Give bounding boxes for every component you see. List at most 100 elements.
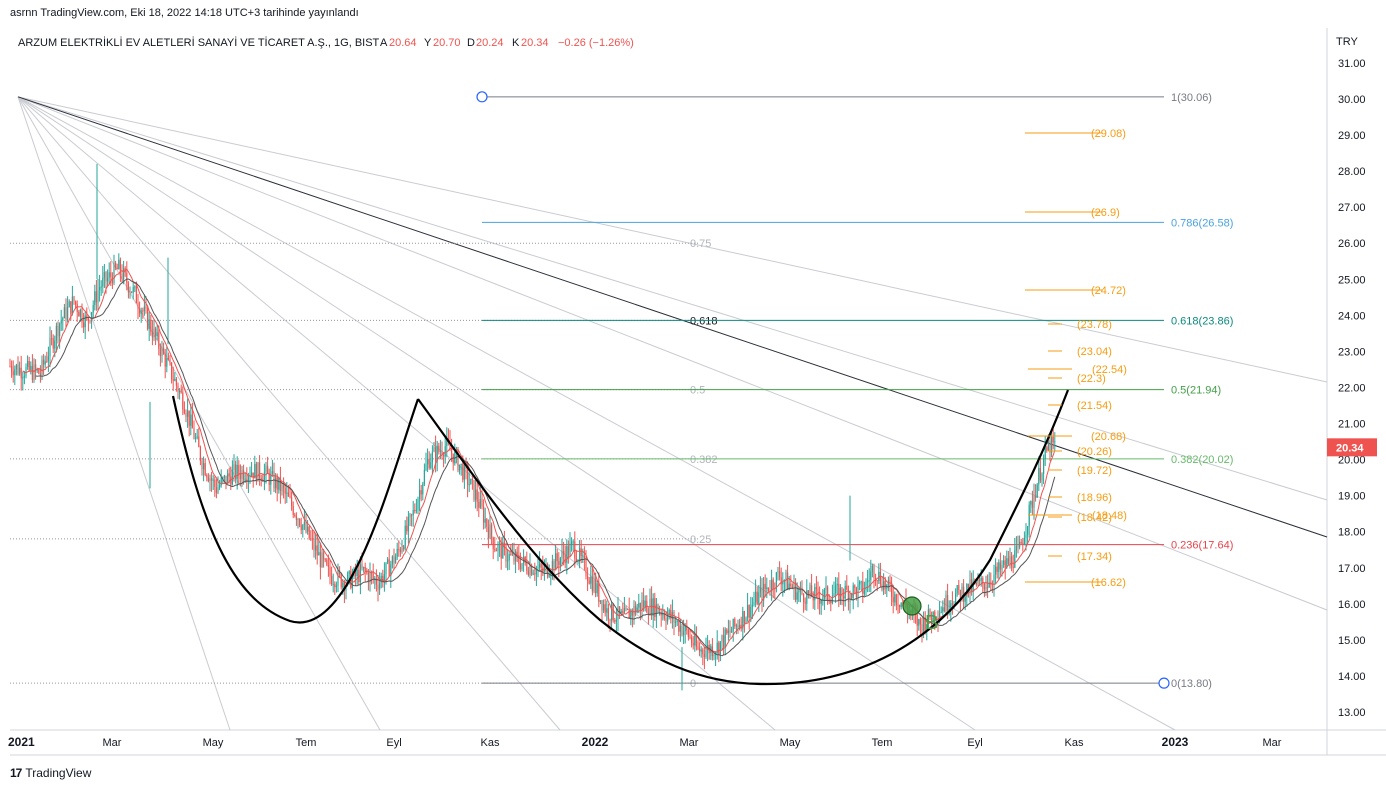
candle-body (54, 340, 56, 349)
candle-body (438, 445, 440, 452)
candle-body (483, 506, 485, 523)
candle-body (785, 572, 787, 581)
candle-body (351, 576, 353, 588)
candle-body (36, 369, 38, 371)
price-axis-tick: 17.00 (1338, 563, 1366, 575)
candle-body (451, 450, 453, 454)
candle-body (92, 305, 94, 313)
candle-body (251, 472, 253, 476)
candle-body (460, 463, 462, 465)
candle-body (931, 617, 933, 622)
candle-body (662, 613, 664, 616)
candle-body (238, 464, 240, 475)
candle-body (739, 624, 741, 628)
candle-body (751, 604, 753, 607)
fan-level-label: 0.382 (690, 454, 718, 466)
candle-body (55, 325, 57, 341)
candle-body (1033, 495, 1035, 508)
candle-body (486, 518, 488, 527)
fib-level-label: 0.5(21.94) (1171, 385, 1221, 397)
candle-body (132, 286, 134, 293)
legend-high-label: Y (424, 37, 432, 49)
candle-body (380, 575, 382, 583)
candle-body (639, 602, 641, 610)
candle-body (475, 489, 477, 500)
candle-body (620, 611, 622, 613)
candle-body (463, 464, 465, 480)
price-axis-tick: 28.00 (1338, 166, 1366, 178)
candle-body (822, 598, 824, 601)
candle-body (625, 607, 627, 610)
candle-body (276, 477, 278, 490)
last-price-value: 20.34 (1336, 442, 1364, 454)
candle-body (105, 272, 107, 282)
candle-body (972, 581, 974, 592)
candle-body (934, 611, 936, 621)
candle-body (827, 586, 829, 600)
time-axis-tick: Mar (680, 737, 699, 749)
candle-body (923, 617, 925, 633)
candle-body (81, 309, 83, 323)
candle-body (612, 603, 614, 621)
candle-body (499, 543, 501, 545)
candle-body (103, 272, 105, 278)
projection-level-label: (18.48) (1092, 510, 1127, 522)
candle-body (441, 450, 443, 456)
left-cup-curve (171, 395, 420, 624)
candle-body (228, 473, 230, 477)
candle-body (825, 586, 827, 590)
candle-body (940, 611, 942, 614)
tradingview-brand: TradingView (25, 766, 92, 780)
candle-body (95, 291, 97, 303)
candle-body (334, 583, 336, 588)
candle-body (207, 477, 209, 482)
candle-body (535, 568, 537, 575)
currency-label: TRY (1336, 36, 1358, 48)
candle-body (191, 414, 193, 429)
candle-body (540, 563, 542, 568)
candle-body (798, 591, 800, 593)
candle-body (793, 582, 795, 589)
candle-body (879, 571, 881, 585)
projection-level-label: (16.62) (1091, 577, 1126, 589)
candle-body (988, 582, 990, 588)
candle-body (518, 555, 520, 564)
candle-body (718, 642, 720, 655)
candle-body (355, 568, 357, 576)
candle-body (889, 580, 891, 588)
fib-level-label: 0.786(26.58) (1171, 217, 1233, 229)
projection-level-label: (23.04) (1077, 346, 1112, 358)
candle-body (772, 579, 774, 589)
candle-body (975, 582, 977, 585)
candle-body (982, 577, 984, 584)
candle-body (259, 462, 261, 478)
candle-body (84, 315, 86, 328)
candle-body (268, 472, 270, 485)
candle-body (310, 538, 312, 540)
candle-body (694, 636, 696, 646)
candle-body (428, 458, 430, 469)
candle-body (606, 608, 608, 613)
legend-open-value: 20.64 (389, 37, 417, 49)
candle-body (121, 273, 123, 280)
moving-average-slow (35, 278, 1056, 657)
candle-body (321, 552, 323, 568)
breakout-annotation: B (925, 612, 938, 634)
candle-body (529, 565, 531, 575)
candle-body (383, 574, 385, 583)
candle-body (131, 291, 133, 293)
candle-body (892, 597, 894, 603)
candle-body (857, 584, 859, 597)
candle-body (87, 317, 89, 321)
candle-body (609, 619, 611, 621)
fan-line (17, 96, 1328, 501)
candle-body (57, 325, 59, 337)
breakout-marker-icon (902, 596, 922, 616)
candle-body (567, 546, 569, 556)
candle-body (1046, 447, 1048, 451)
candle-body (43, 359, 45, 365)
candle-body (166, 358, 168, 367)
candle-body (28, 361, 30, 371)
candle-body (311, 538, 313, 540)
